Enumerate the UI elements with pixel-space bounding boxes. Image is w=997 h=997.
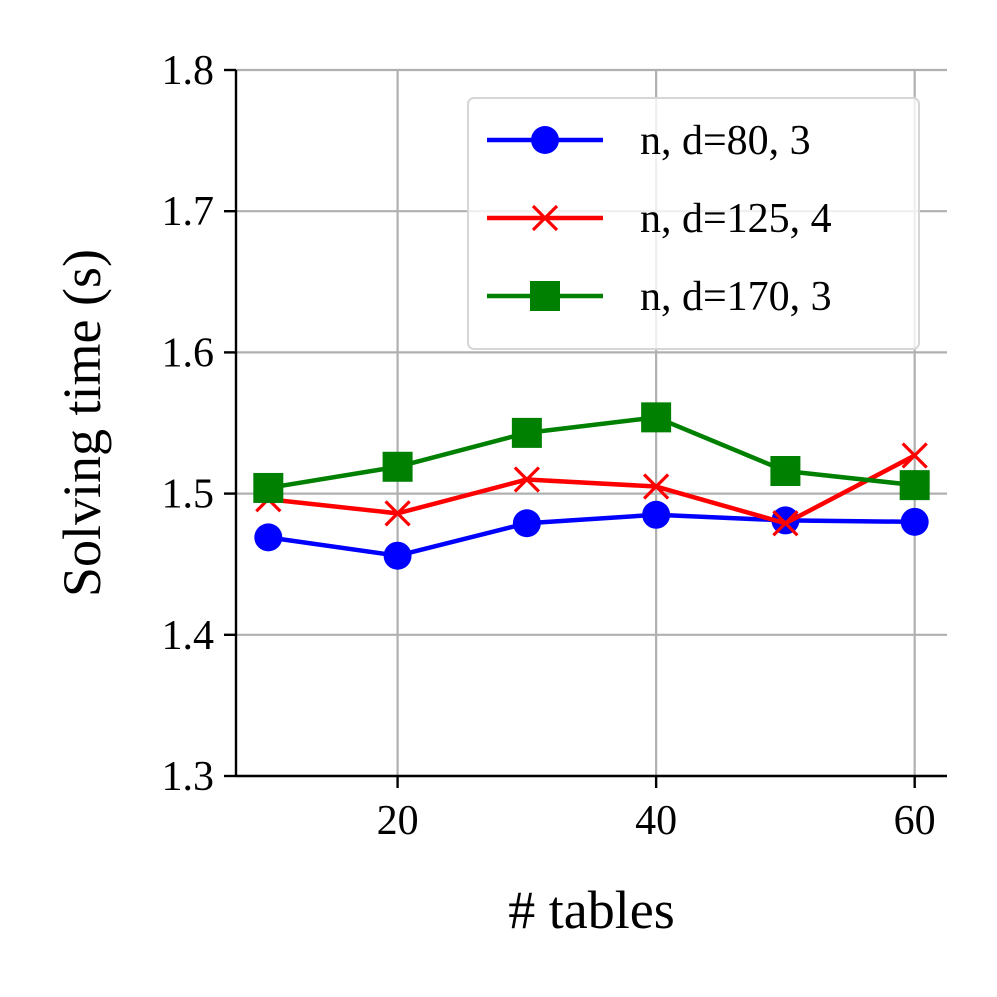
series-0 [254,500,929,570]
legend-item-2: n, d=170, 3 [487,274,832,320]
data-point-1-3 [643,473,670,500]
x-tick-label-0: 20 [377,798,419,844]
x-axis-label: # tables [508,880,674,940]
data-point-0-0 [254,523,283,552]
data-point-2-2 [511,417,542,448]
x-tick-label-1: 40 [635,798,677,844]
series-line-0 [268,512,915,558]
data-point-2-4 [770,456,801,487]
data-point-1-4 [772,510,799,537]
legend-label-2: n, d=170, 3 [640,274,832,320]
y-tick-label-4: 1.7 [162,189,215,235]
legend-item-0: n, d=80, 3 [487,118,811,164]
data-point-0-1 [383,541,412,570]
data-point-2-5 [899,470,930,501]
data-point-2-0 [253,472,284,503]
legend-marker-2 [530,281,560,311]
axes [234,70,947,778]
y-tick-label-3: 1.6 [162,330,215,376]
x-tick-label-2: 60 [894,798,936,844]
legend: n, d=80, 3 n, d=125, 4 n, d=170, 3 [467,97,920,350]
series-layer [253,402,930,570]
data-point-0-2 [512,509,541,538]
y-axis-label: Solving time (s) [52,249,112,597]
legend-item-1: n, d=125, 4 [487,196,832,242]
data-point-2-1 [382,451,413,482]
data-point-0-5 [900,507,929,536]
y-tick-label-5: 1.8 [162,48,215,94]
legend-label-0: n, d=80, 3 [640,118,811,164]
legend-marker-1 [531,204,559,232]
y-tick-label-0: 1.3 [162,754,215,800]
series-line-2 [267,415,915,491]
data-point-1-1 [384,500,411,527]
data-point-1-5 [901,442,928,469]
data-point-0-3 [642,500,671,529]
y-tick-label-1: 1.4 [162,613,215,659]
data-point-1-2 [513,466,540,493]
data-point-2-3 [641,402,672,433]
ticks: 20 40 60 1.3 1.4 1.5 1.6 1.7 1.8 [162,48,936,844]
data-point-0-4 [771,506,800,535]
legend-label-1: n, d=125, 4 [640,196,832,242]
legend-marker-0 [531,126,559,154]
series-2 [253,402,930,503]
y-tick-label-2: 1.5 [162,472,215,518]
legend-box [467,97,920,350]
series-line-1 [268,453,916,526]
